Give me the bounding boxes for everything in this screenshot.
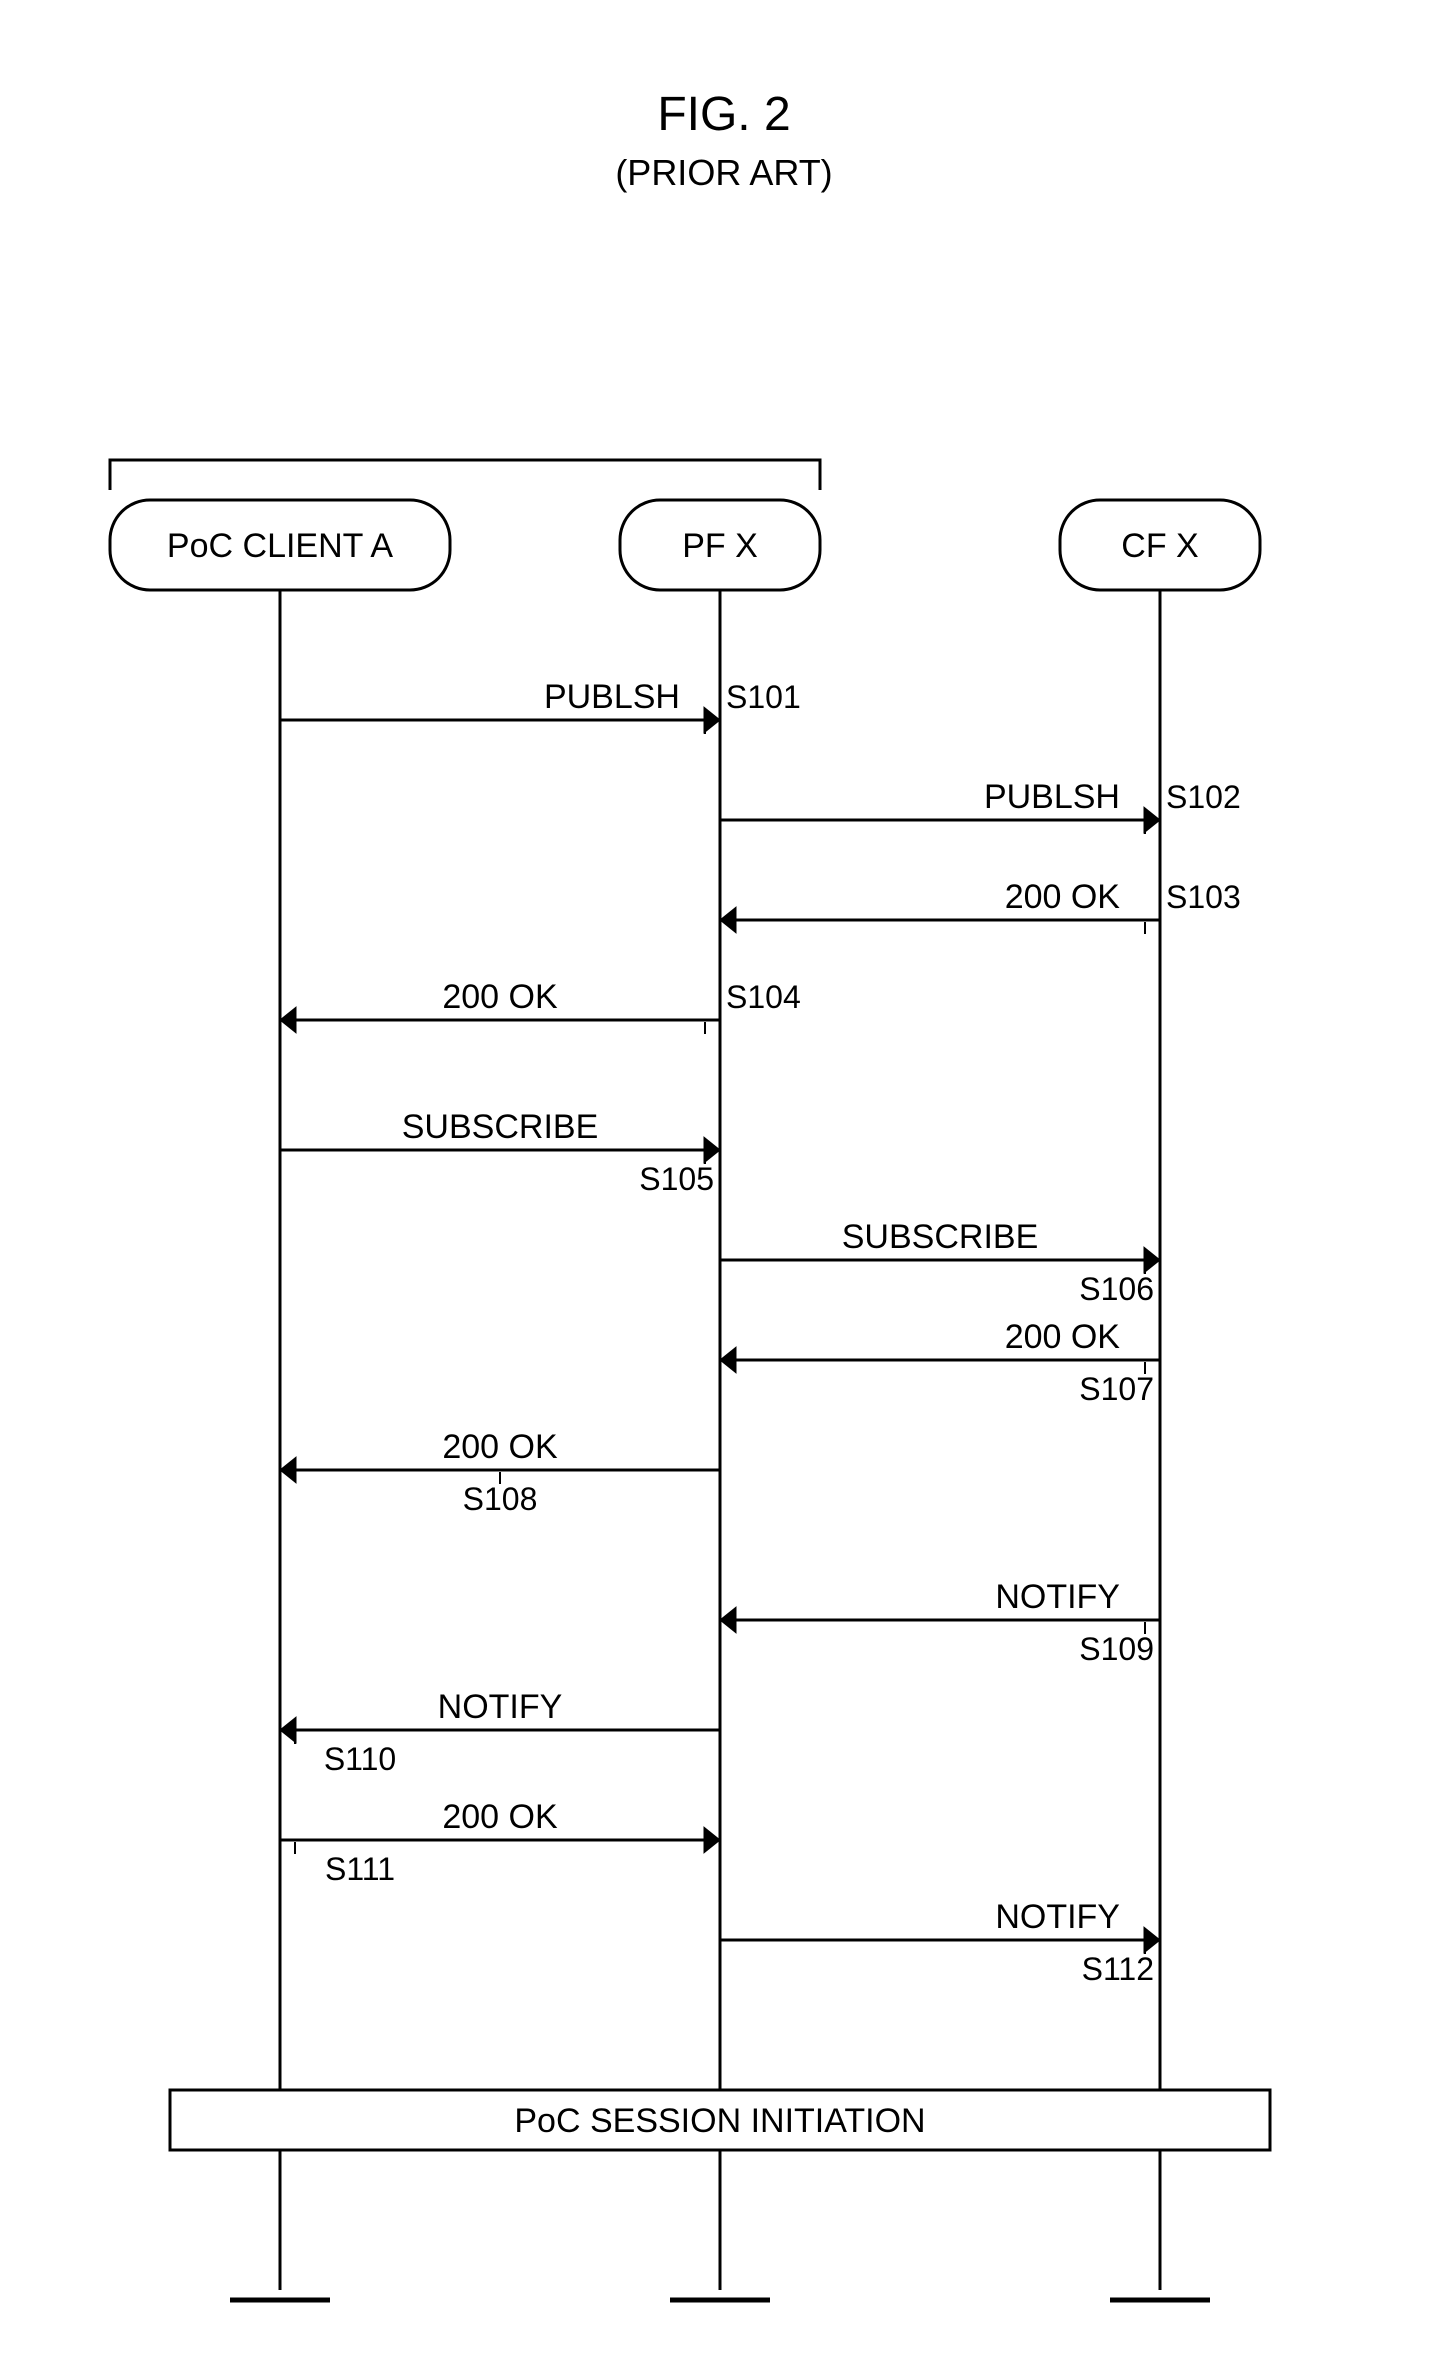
arrowhead-icon [1144, 1927, 1160, 1953]
participant-label: PF X [682, 527, 758, 565]
step-label: S105 [639, 1161, 714, 1197]
message-label: 200 OK [442, 978, 558, 1016]
step-label: S103 [1166, 879, 1241, 915]
step-label: S108 [463, 1481, 538, 1517]
step-label: S112 [1082, 1951, 1154, 1987]
message-label: PUBLSH [984, 778, 1120, 816]
step-label: S104 [726, 979, 801, 1015]
arrowhead-icon [704, 707, 720, 733]
arrowhead-icon [1144, 1247, 1160, 1273]
arrowhead-icon [720, 1607, 736, 1633]
figure-subtitle: (PRIOR ART) [615, 152, 832, 193]
step-label: S101 [726, 679, 801, 715]
figure-title: FIG. 2 [657, 88, 790, 141]
message-label: NOTIFY [995, 1578, 1120, 1616]
arrowhead-icon [720, 1347, 736, 1373]
message-label: SUBSCRIBE [842, 1218, 1039, 1256]
arrowhead-icon [720, 907, 736, 933]
message-label: 200 OK [442, 1428, 558, 1466]
message-label: SUBSCRIBE [402, 1108, 599, 1146]
message-label: 200 OK [1005, 878, 1121, 916]
step-label: S111 [325, 1851, 395, 1887]
step-label: S106 [1079, 1271, 1154, 1307]
message-label: 200 OK [1005, 1318, 1121, 1356]
participant-label: PoC CLIENT A [167, 527, 393, 565]
message-label: NOTIFY [438, 1688, 563, 1726]
arrowhead-icon [280, 1457, 296, 1483]
message-label: NOTIFY [995, 1898, 1120, 1936]
step-label: S107 [1079, 1371, 1154, 1407]
step-label: S110 [324, 1741, 396, 1777]
arrowhead-icon [280, 1717, 296, 1743]
message-label: 200 OK [442, 1798, 558, 1836]
message-label: PUBLSH [544, 678, 680, 716]
arrowhead-icon [1144, 807, 1160, 833]
step-label: S102 [1166, 779, 1241, 815]
step-label: S109 [1079, 1631, 1154, 1667]
arrowhead-icon [704, 1137, 720, 1163]
arrowhead-icon [704, 1827, 720, 1853]
group-bracket [110, 460, 820, 490]
participant-label: CF X [1121, 527, 1198, 565]
arrowhead-icon [280, 1007, 296, 1033]
session-label: PoC SESSION INITIATION [514, 2102, 925, 2140]
